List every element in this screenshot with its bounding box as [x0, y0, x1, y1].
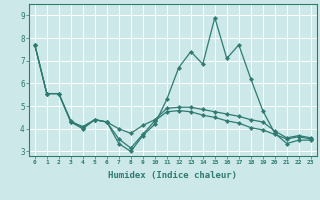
X-axis label: Humidex (Indice chaleur): Humidex (Indice chaleur)	[108, 171, 237, 180]
